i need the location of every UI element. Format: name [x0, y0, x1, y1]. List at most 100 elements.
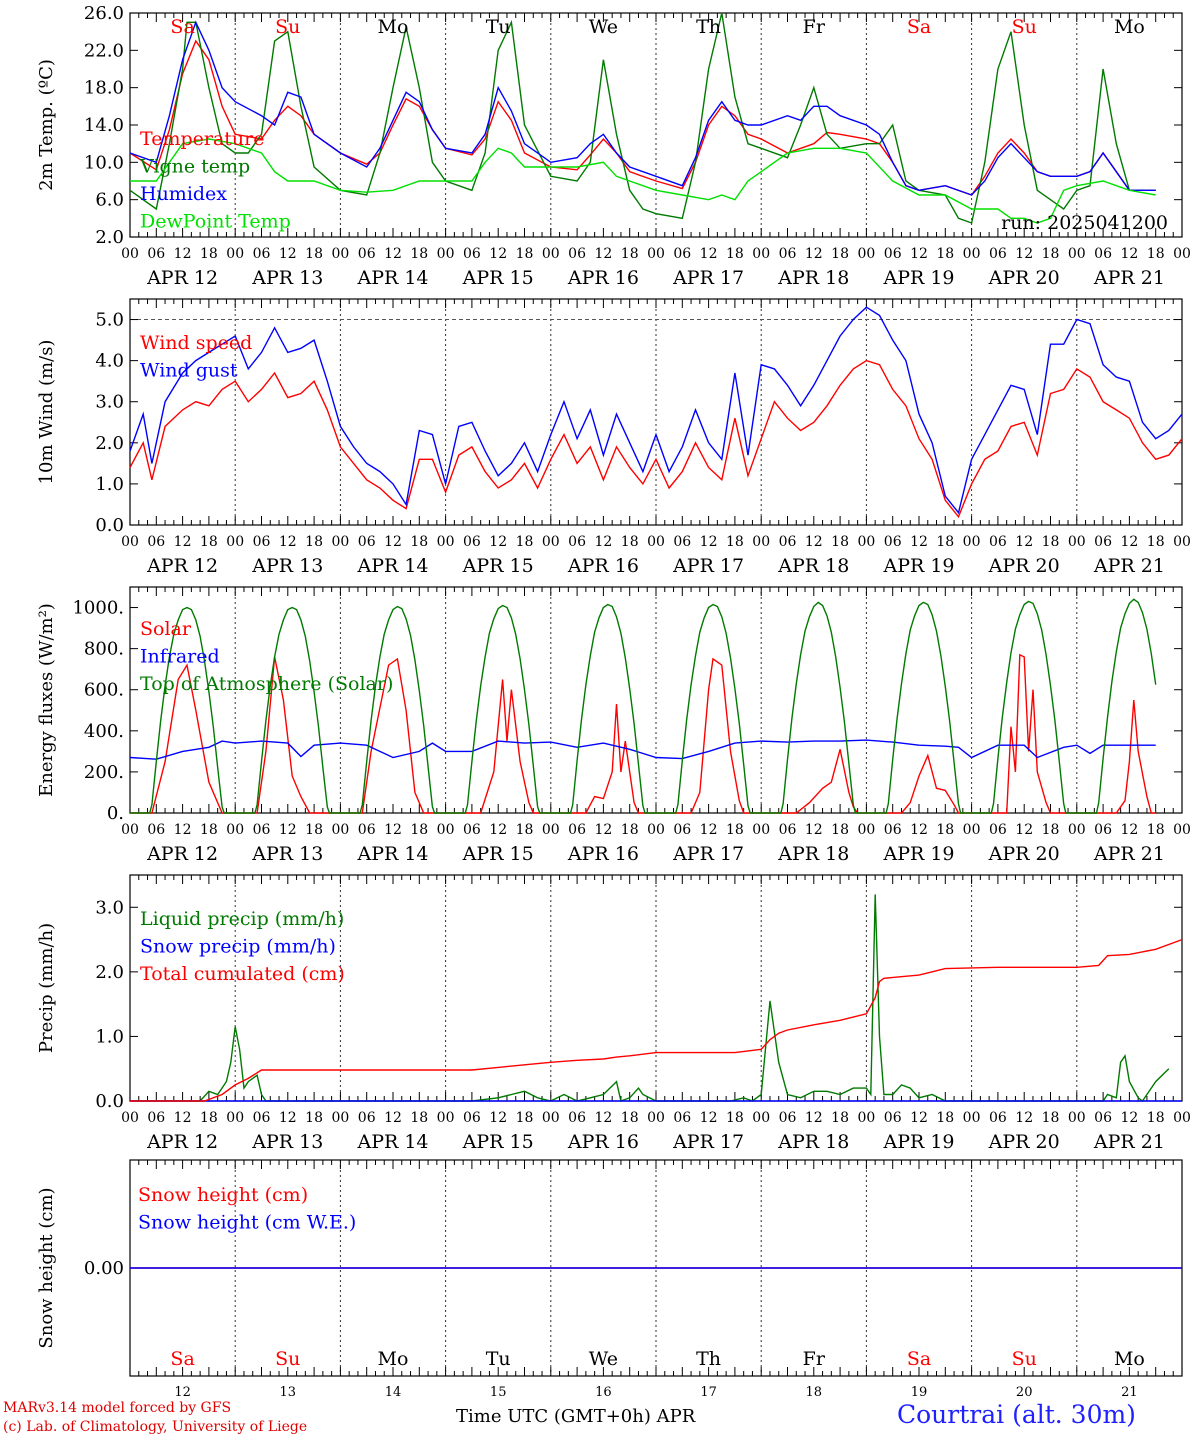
day-name-bottom: Sa: [170, 1348, 194, 1370]
y-axis-title: Energy fluxes (W/m²): [36, 603, 57, 797]
legend-entry: Temperature: [140, 128, 264, 150]
y-tick-label: 0.0: [95, 1091, 124, 1112]
date-label: APR 20: [988, 267, 1060, 289]
hour-tick-label: 18: [516, 246, 534, 262]
hour-tick-label: 00: [542, 822, 560, 838]
hour-tick-label: 12: [594, 1110, 612, 1126]
hour-tick-label: 18: [200, 534, 218, 550]
legend-entry: Snow height (cm): [138, 1184, 308, 1206]
hour-tick-label: 00: [1173, 822, 1191, 838]
y-tick-label: 3.0: [95, 897, 124, 918]
hour-tick-label: 00: [857, 246, 875, 262]
hour-tick-label: 18: [200, 822, 218, 838]
legend-entry: Top of Atmosphere (Solar): [140, 673, 393, 695]
date-label: APR 16: [567, 555, 639, 577]
series-line-energy-0: [130, 653, 1156, 814]
legend-entry: Snow height (cm W.E.): [138, 1212, 356, 1234]
day-name-bottom: Mo: [1114, 1348, 1145, 1370]
y-axis-title: Precip (mm/h): [36, 923, 57, 1053]
hour-tick-label: 06: [779, 822, 797, 838]
hour-tick-label: 18: [936, 822, 954, 838]
date-label: APR 19: [882, 267, 954, 289]
hour-tick-label: 18: [200, 246, 218, 262]
day-name-bottom: Su: [275, 1348, 300, 1370]
date-label: APR 17: [672, 267, 744, 289]
day-number: 15: [490, 1385, 507, 1400]
hour-tick-label: 06: [884, 822, 902, 838]
series-line-temp-2: [129, 20, 1156, 196]
hour-tick-label: 06: [779, 246, 797, 262]
station-name: Courtrai (alt. 30m): [897, 1400, 1136, 1429]
hour-tick-label: 00: [857, 822, 875, 838]
hour-tick-label: 06: [673, 246, 691, 262]
hour-tick-label: 00: [331, 534, 349, 550]
run-label: run: 2025041200: [1001, 212, 1168, 234]
hour-tick-label: 18: [621, 534, 639, 550]
date-label: APR 19: [882, 843, 954, 865]
hour-tick-label: 00: [1173, 1110, 1191, 1126]
hour-tick-label: 18: [621, 1110, 639, 1126]
hour-tick-label: 06: [147, 534, 165, 550]
hour-tick-label: 00: [963, 822, 981, 838]
day-name: Sa: [907, 16, 931, 38]
hour-tick-label: 12: [700, 246, 718, 262]
y-tick-label: 800.: [84, 639, 124, 660]
hour-tick-label: 12: [1120, 1110, 1138, 1126]
y-tick-label: 600.: [84, 680, 124, 701]
date-label: APR 13: [251, 267, 323, 289]
date-label: APR 19: [882, 1131, 954, 1153]
hour-tick-label: 06: [568, 822, 586, 838]
hour-tick-label: 06: [358, 1110, 376, 1126]
series-line-energy-1: [129, 739, 1156, 760]
date-label: APR 14: [356, 267, 428, 289]
hour-tick-label: 06: [1094, 1110, 1112, 1126]
series-line-precip-2: [130, 938, 1183, 1102]
hour-tick-label: 06: [358, 534, 376, 550]
hour-tick-label: 06: [358, 246, 376, 262]
hour-tick-label: 18: [516, 822, 534, 838]
hour-tick-label: 18: [305, 1110, 323, 1126]
day-number: 20: [1016, 1385, 1033, 1400]
hour-tick-label: 00: [647, 1110, 665, 1126]
legend-entry: Vigne temp: [139, 156, 250, 178]
hour-tick-label: 06: [989, 246, 1007, 262]
hour-tick-label: 00: [226, 246, 244, 262]
hour-tick-label: 12: [1015, 246, 1033, 262]
date-label: APR 17: [672, 555, 744, 577]
hour-tick-label: 12: [805, 822, 823, 838]
y-tick-label: 0.: [107, 803, 124, 824]
day-name: We: [589, 16, 618, 38]
hour-tick-label: 06: [253, 246, 271, 262]
hour-tick-label: 00: [437, 534, 455, 550]
hour-tick-label: 12: [489, 534, 507, 550]
date-label: APR 20: [988, 1131, 1060, 1153]
hour-tick-label: 12: [489, 822, 507, 838]
hour-tick-label: 18: [1042, 822, 1060, 838]
hour-tick-label: 06: [884, 1110, 902, 1126]
legend-entry: DewPoint Temp: [140, 211, 291, 233]
date-label: APR 18: [777, 1131, 849, 1153]
hour-tick-label: 12: [1120, 534, 1138, 550]
y-tick-label: 1.0: [95, 1026, 124, 1047]
day-name: Sa: [170, 16, 194, 38]
hour-tick-label: 12: [910, 1110, 928, 1126]
y-tick-label: 18.0: [84, 78, 124, 99]
series-line-wind-0: [129, 359, 1183, 519]
date-label: APR 18: [777, 555, 849, 577]
hour-tick-label: 06: [884, 534, 902, 550]
date-label: APR 15: [462, 843, 534, 865]
hour-tick-label: 12: [279, 534, 297, 550]
hour-tick-label: 18: [831, 1110, 849, 1126]
day-name-bottom: Th: [696, 1348, 721, 1370]
hour-tick-label: 18: [1042, 1110, 1060, 1126]
hour-tick-label: 00: [121, 822, 139, 838]
hour-tick-label: 06: [1094, 534, 1112, 550]
hour-tick-label: 18: [410, 246, 428, 262]
day-name-bottom: We: [589, 1348, 618, 1370]
hour-tick-label: 12: [1015, 534, 1033, 550]
hour-tick-label: 00: [963, 246, 981, 262]
hour-tick-label: 00: [647, 246, 665, 262]
hour-tick-label: 00: [121, 534, 139, 550]
hour-tick-label: 12: [174, 534, 192, 550]
